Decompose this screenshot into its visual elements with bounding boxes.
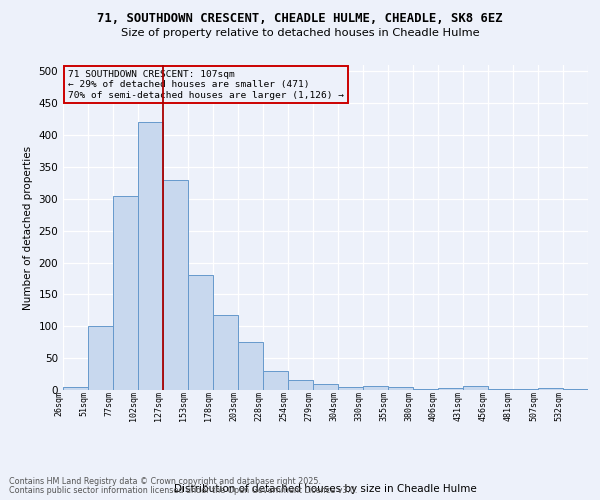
Bar <box>288 380 313 390</box>
Bar <box>438 388 463 390</box>
X-axis label: Distribution of detached houses by size in Cheadle Hulme: Distribution of detached houses by size … <box>174 484 477 494</box>
Bar <box>263 371 288 390</box>
Text: 71 SOUTHDOWN CRESCENT: 107sqm
← 29% of detached houses are smaller (471)
70% of : 71 SOUTHDOWN CRESCENT: 107sqm ← 29% of d… <box>68 70 344 100</box>
Bar <box>488 388 513 390</box>
Bar <box>463 386 488 390</box>
Text: Size of property relative to detached houses in Cheadle Hulme: Size of property relative to detached ho… <box>121 28 479 38</box>
Bar <box>538 388 563 390</box>
Bar <box>363 386 388 390</box>
Bar <box>188 276 213 390</box>
Bar <box>138 122 163 390</box>
Bar <box>63 388 88 390</box>
Text: Contains HM Land Registry data © Crown copyright and database right 2025.: Contains HM Land Registry data © Crown c… <box>9 477 321 486</box>
Y-axis label: Number of detached properties: Number of detached properties <box>23 146 33 310</box>
Bar <box>338 387 363 390</box>
Bar <box>313 384 338 390</box>
Bar <box>88 326 113 390</box>
Text: 71, SOUTHDOWN CRESCENT, CHEADLE HULME, CHEADLE, SK8 6EZ: 71, SOUTHDOWN CRESCENT, CHEADLE HULME, C… <box>97 12 503 24</box>
Bar <box>113 196 138 390</box>
Bar <box>238 342 263 390</box>
Text: Contains public sector information licensed under the Open Government Licence v3: Contains public sector information licen… <box>9 486 358 495</box>
Bar <box>388 388 413 390</box>
Bar <box>213 315 238 390</box>
Bar <box>163 180 188 390</box>
